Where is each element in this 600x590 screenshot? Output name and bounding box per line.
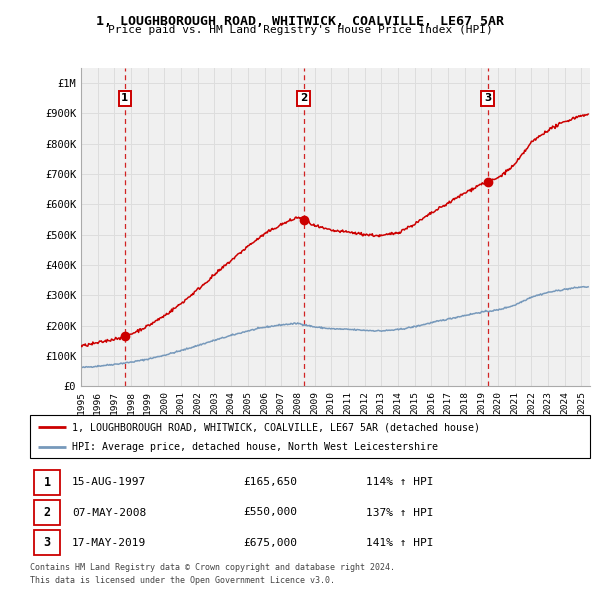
Text: 1: 1 (121, 93, 128, 103)
Text: 2: 2 (44, 506, 50, 519)
Text: £675,000: £675,000 (243, 537, 297, 548)
Text: 114% ↑ HPI: 114% ↑ HPI (366, 477, 433, 487)
Text: HPI: Average price, detached house, North West Leicestershire: HPI: Average price, detached house, Nort… (72, 442, 438, 453)
Text: 141% ↑ HPI: 141% ↑ HPI (366, 537, 433, 548)
FancyBboxPatch shape (34, 530, 59, 555)
Text: Contains HM Land Registry data © Crown copyright and database right 2024.: Contains HM Land Registry data © Crown c… (30, 563, 395, 572)
Text: Price paid vs. HM Land Registry's House Price Index (HPI): Price paid vs. HM Land Registry's House … (107, 25, 493, 35)
Text: £165,650: £165,650 (243, 477, 297, 487)
FancyBboxPatch shape (34, 500, 59, 525)
FancyBboxPatch shape (34, 470, 59, 495)
Text: £550,000: £550,000 (243, 507, 297, 517)
Text: 137% ↑ HPI: 137% ↑ HPI (366, 507, 433, 517)
Text: 3: 3 (484, 93, 491, 103)
Text: 1: 1 (44, 476, 50, 489)
FancyBboxPatch shape (30, 415, 590, 458)
Text: 3: 3 (44, 536, 50, 549)
Text: This data is licensed under the Open Government Licence v3.0.: This data is licensed under the Open Gov… (30, 576, 335, 585)
Text: 17-MAY-2019: 17-MAY-2019 (72, 537, 146, 548)
Text: 1, LOUGHBOROUGH ROAD, WHITWICK, COALVILLE, LE67 5AR (detached house): 1, LOUGHBOROUGH ROAD, WHITWICK, COALVILL… (72, 422, 480, 432)
Text: 07-MAY-2008: 07-MAY-2008 (72, 507, 146, 517)
Text: 1, LOUGHBOROUGH ROAD, WHITWICK, COALVILLE, LE67 5AR: 1, LOUGHBOROUGH ROAD, WHITWICK, COALVILL… (96, 15, 504, 28)
Text: 15-AUG-1997: 15-AUG-1997 (72, 477, 146, 487)
Text: 2: 2 (300, 93, 307, 103)
